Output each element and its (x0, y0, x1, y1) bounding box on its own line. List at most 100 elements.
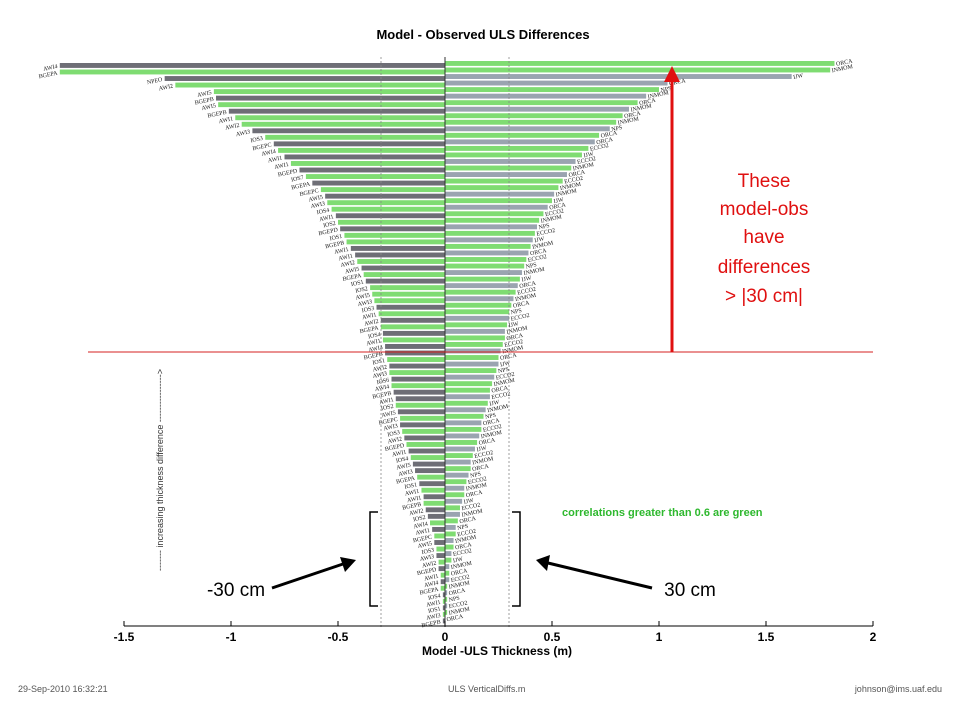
negative-bar (400, 422, 445, 428)
negative-bar-label: BGEPB (194, 97, 214, 107)
negative-bar-label: IOS1 (372, 358, 386, 367)
positive-bar (445, 172, 567, 177)
positive-bar (445, 165, 572, 171)
positive-bar-label: ORCA (549, 202, 567, 211)
negative-bar (385, 350, 445, 356)
negative-bar (374, 298, 445, 304)
positive-bar (445, 492, 465, 498)
right-bracket (512, 511, 521, 607)
positive-bar (445, 603, 448, 609)
annotation-line-4: differences (718, 257, 811, 278)
negative-bar (430, 520, 445, 526)
positive-bar-label: ORCA (491, 385, 509, 394)
positive-bar-label: INMOM (487, 404, 510, 414)
negative-bar (421, 487, 445, 493)
positive-bar-label: IJW (583, 151, 594, 159)
positive-bar (445, 387, 490, 393)
negative-bar (440, 579, 445, 585)
positive-bar-label: INMOM (455, 534, 478, 544)
negative-bar-label: AWI3 (398, 469, 413, 478)
negative-bar-label: IOS1 (404, 482, 418, 491)
positive-bar (445, 381, 493, 387)
red-arrow (664, 66, 680, 352)
positive-bar-label: INMOM (647, 90, 670, 100)
negative-bar (216, 95, 445, 101)
positive-bar-label: ORCA (624, 111, 642, 120)
negative-bar (235, 115, 445, 121)
positive-bar-label: ECCO2 (474, 450, 494, 460)
positive-bar (445, 237, 533, 243)
negative-bar-label: AWI1 (407, 495, 422, 504)
negative-bar-label: IOS1 (428, 606, 442, 615)
negative-bar-label: BGEPB (421, 619, 441, 629)
x-tick-label: 2 (870, 630, 877, 644)
negative-bar (438, 566, 445, 572)
negative-bar-label: AWI1 (404, 489, 419, 498)
negative-bar-label: AWI5 (201, 103, 216, 112)
positive-bar-label: INMOM (502, 345, 525, 355)
negative-bar-label: IOS3 (421, 548, 435, 557)
positive-bar-label: NPS (485, 413, 497, 421)
positive-bar (445, 309, 510, 315)
negative-bar (350, 245, 445, 251)
negative-bar-label: AWI4 (424, 580, 439, 589)
positive-bar-label: IJW (521, 275, 532, 283)
negative-bar (417, 474, 445, 480)
negative-bar (325, 193, 445, 199)
positive-bar-label: ECCO2 (577, 156, 597, 166)
negative-bar-label: AWI1 (319, 214, 334, 223)
positive-bar-label: INMOM (532, 240, 555, 250)
negative-bar-label: BGEPB (402, 502, 422, 512)
positive-bar (445, 263, 525, 269)
positive-bar (445, 368, 497, 374)
negative-bar-label: AWI2 (340, 260, 355, 269)
negative-bar-label: BGEPB (372, 391, 392, 401)
red-annotation-text: These model-obs have differences > |30 c… (718, 171, 811, 307)
positive-bar-label: ECCO2 (590, 143, 610, 153)
negative-bar (218, 102, 445, 108)
positive-bar-label: INMOM (630, 103, 653, 113)
negative-bar (395, 402, 445, 408)
positive-bar-label: ECCO2 (495, 372, 515, 382)
negative-bar-label: IOS6 (376, 378, 390, 387)
positive-bar-label: IJW (463, 498, 474, 506)
positive-bar (445, 524, 456, 530)
negative-bar-label: AWI1 (392, 450, 407, 459)
negative-bar (382, 330, 445, 336)
positive-bar (445, 505, 460, 511)
positive-bar (445, 355, 499, 360)
negative-bar (440, 585, 445, 591)
negative-bar-label: AWI3 (357, 299, 372, 308)
footer-date: 29-Sep-2010 16:32:21 (18, 684, 108, 694)
negative-bar (338, 219, 445, 225)
positive-bar (445, 518, 458, 524)
negative-bar-label: BGEPD (384, 443, 405, 453)
negative-bar (380, 324, 445, 330)
negative-bar (389, 363, 445, 369)
positive-bar (445, 531, 456, 537)
negative-bar (340, 226, 445, 232)
negative-bar (393, 389, 445, 395)
negative-bar-label: IOS1 (329, 234, 343, 243)
positive-bar-label: INMOM (617, 116, 640, 126)
negative-bar (438, 559, 445, 565)
positive-bar-label: IJW (476, 445, 487, 453)
negative-bar-label: AWI2 (372, 365, 387, 374)
right-bracket-label: 30 cm (664, 580, 716, 601)
negative-bar-label: AWI1 (334, 247, 349, 256)
positive-bar-label: IJW (534, 236, 545, 244)
x-tick-label: 1.5 (758, 630, 775, 644)
positive-bar-label: INMOM (448, 580, 471, 590)
negative-bar (382, 337, 445, 343)
positive-bar (445, 511, 460, 517)
positive-bar-label: ECCO2 (504, 339, 524, 349)
positive-bar-label: INMOM (515, 293, 538, 303)
positive-bar (445, 80, 668, 86)
negative-bar-label: AWI4 (261, 149, 276, 158)
positive-bar-label: IJW (508, 321, 519, 329)
negative-bar-label: AWI1 (267, 155, 282, 164)
negative-bar-label: IOS3 (387, 430, 401, 439)
negative-bar-label: AWI2 (409, 508, 424, 517)
negative-bar (406, 442, 445, 447)
negative-bar-label: NPEO (146, 77, 163, 86)
